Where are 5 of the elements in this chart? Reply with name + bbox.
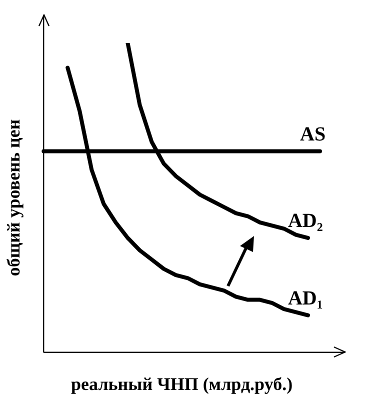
series-label: AD₁ [288, 287, 323, 310]
series-label: AS [300, 123, 326, 146]
series-label: AD₂ [288, 210, 323, 232]
y-axis-title: общий уровень цен [3, 119, 24, 276]
x-axis-title: реальный ЧНП (млрд.руб.) [71, 374, 293, 394]
